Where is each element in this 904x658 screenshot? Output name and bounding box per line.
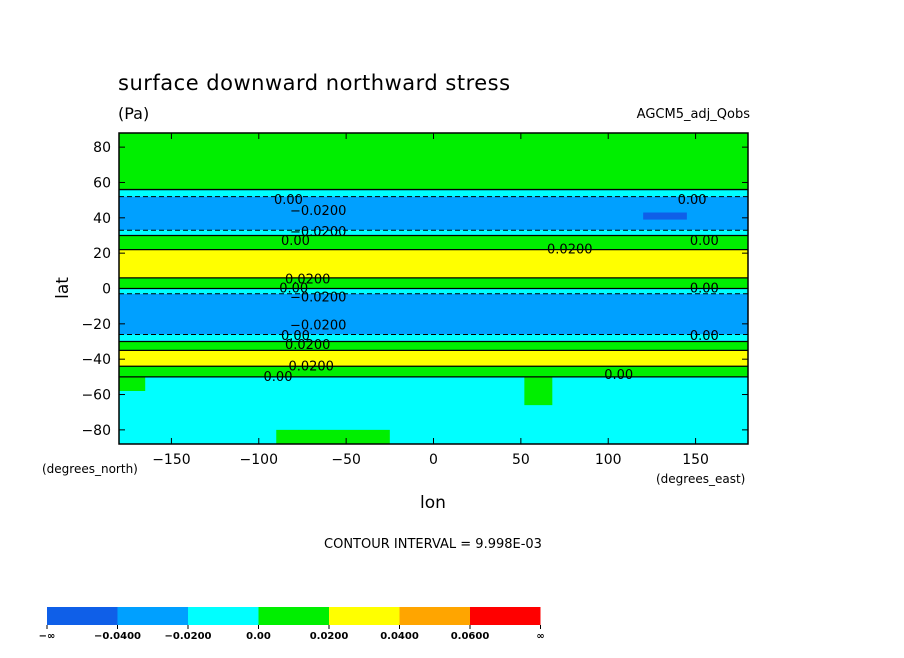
- y-tick-label-0: 80: [93, 140, 111, 156]
- colorbar-swatch-2: [188, 607, 259, 625]
- colorbar-swatch-6: [470, 607, 541, 625]
- y-tick-label-6: −40: [81, 352, 111, 368]
- chart-title: surface downward northward stress: [118, 71, 511, 95]
- lat-band-7: [119, 288, 748, 294]
- contour-label-13: 0.0200: [285, 338, 331, 353]
- contour-label-9: −0.0200: [290, 290, 346, 305]
- x-tick-label-1: −100: [240, 452, 278, 468]
- contour-patch-2: [524, 376, 553, 406]
- colorbar-label-4: 0.0200: [310, 631, 349, 642]
- lat-band-1: [119, 189, 748, 197]
- colorbar-label-1: −0.0400: [94, 631, 141, 642]
- colorbar-swatch-1: [117, 607, 188, 625]
- contour-label-5: 0.00: [678, 193, 707, 208]
- contour-interval: CONTOUR INTERVAL = 9.998E-03: [324, 537, 542, 552]
- y-unit-label: (degrees_north): [42, 462, 138, 476]
- colorbar-label-3: 0.00: [246, 631, 271, 642]
- contour-label-17: 0.00: [604, 368, 633, 383]
- y-axis-label: lat: [53, 277, 73, 299]
- contour-label-15: 0.0200: [288, 359, 334, 374]
- colorbar-swatch-0: [47, 607, 118, 625]
- x-tick-label-6: 150: [682, 452, 709, 468]
- x-tick-label-4: 50: [512, 452, 530, 468]
- contour-label-2: −0.0200: [290, 225, 346, 240]
- x-unit-label: (degrees_east): [656, 472, 745, 486]
- colorbar-swatch-3: [258, 607, 329, 625]
- chart-units: (Pa): [118, 104, 149, 123]
- contour-label-3: 0.00: [281, 234, 310, 249]
- contour-labels: 0.00−0.0200−0.02000.000.02000.000.000.02…: [264, 193, 719, 385]
- y-tick-label-2: 40: [93, 211, 111, 227]
- lat-band-4: [119, 235, 748, 250]
- x-tick-label-3: 0: [429, 452, 438, 468]
- contour-label-14: 0.00: [690, 329, 719, 344]
- lat-band-12: [119, 366, 748, 377]
- contour-label-4: 0.0200: [547, 243, 593, 258]
- contour-label-1: −0.0200: [290, 204, 346, 219]
- contour-label-8: 0.00: [279, 282, 308, 297]
- lat-band-3: [119, 230, 748, 236]
- lat-band-6: [119, 277, 748, 289]
- contour-patch-1: [276, 429, 390, 444]
- colorbar-label-2: −0.0200: [165, 631, 212, 642]
- lat-band-11: [119, 350, 748, 367]
- x-axis-label: lon: [420, 493, 446, 513]
- y-tick-label-4: 0: [102, 282, 111, 298]
- y-tick-label-3: 20: [93, 246, 111, 262]
- x-tick-label-2: −50: [331, 452, 361, 468]
- colorbar: −∞ −0.0400 −0.0200 0.00 0.0200 0.0400 0.0600 ∞: [39, 607, 545, 642]
- contour-patch-3: [119, 376, 146, 391]
- lat-band-0: [119, 133, 748, 190]
- y-axis: 80 60 40 20 0 −20 −40 −60 −80: [81, 140, 748, 439]
- y-tick-label-1: 60: [93, 175, 111, 191]
- lat-band-13: [119, 376, 748, 444]
- x-axis: −150 −100 −50 0 50 100 150: [152, 133, 709, 468]
- colorbar-label-5: 0.0400: [380, 631, 419, 642]
- colorbar-label-6: 0.0600: [451, 631, 490, 642]
- contour-label-10: 0.00: [690, 282, 719, 297]
- lat-band-5: [119, 249, 748, 278]
- contour-label-11: −0.0200: [290, 319, 346, 334]
- y-tick-label-7: −60: [81, 388, 111, 404]
- contour-label-0: 0.00: [274, 193, 303, 208]
- run-name: AGCM5_adj_Qobs: [637, 107, 751, 122]
- y-tick-label-8: −80: [81, 423, 111, 439]
- colorbar-label-7: ∞: [536, 631, 544, 642]
- colorbar-swatch-5: [399, 607, 470, 625]
- contour-patch-0: [643, 212, 687, 220]
- lat-band-9: [119, 334, 748, 342]
- colorbar-label-0: −∞: [39, 631, 56, 642]
- plot-area: [119, 133, 748, 444]
- colorbar-swatch-4: [329, 607, 400, 625]
- contour-label-7: 0.0200: [285, 273, 331, 288]
- contour-label-6: 0.00: [690, 234, 719, 249]
- contour-label-16: 0.00: [264, 370, 293, 385]
- contour-label-12: 0.00: [281, 329, 310, 344]
- y-tick-label-5: −20: [81, 317, 111, 333]
- lat-band-10: [119, 341, 748, 351]
- x-tick-label-0: −150: [152, 452, 190, 468]
- x-tick-label-5: 100: [595, 452, 622, 468]
- lat-band-8: [119, 293, 748, 335]
